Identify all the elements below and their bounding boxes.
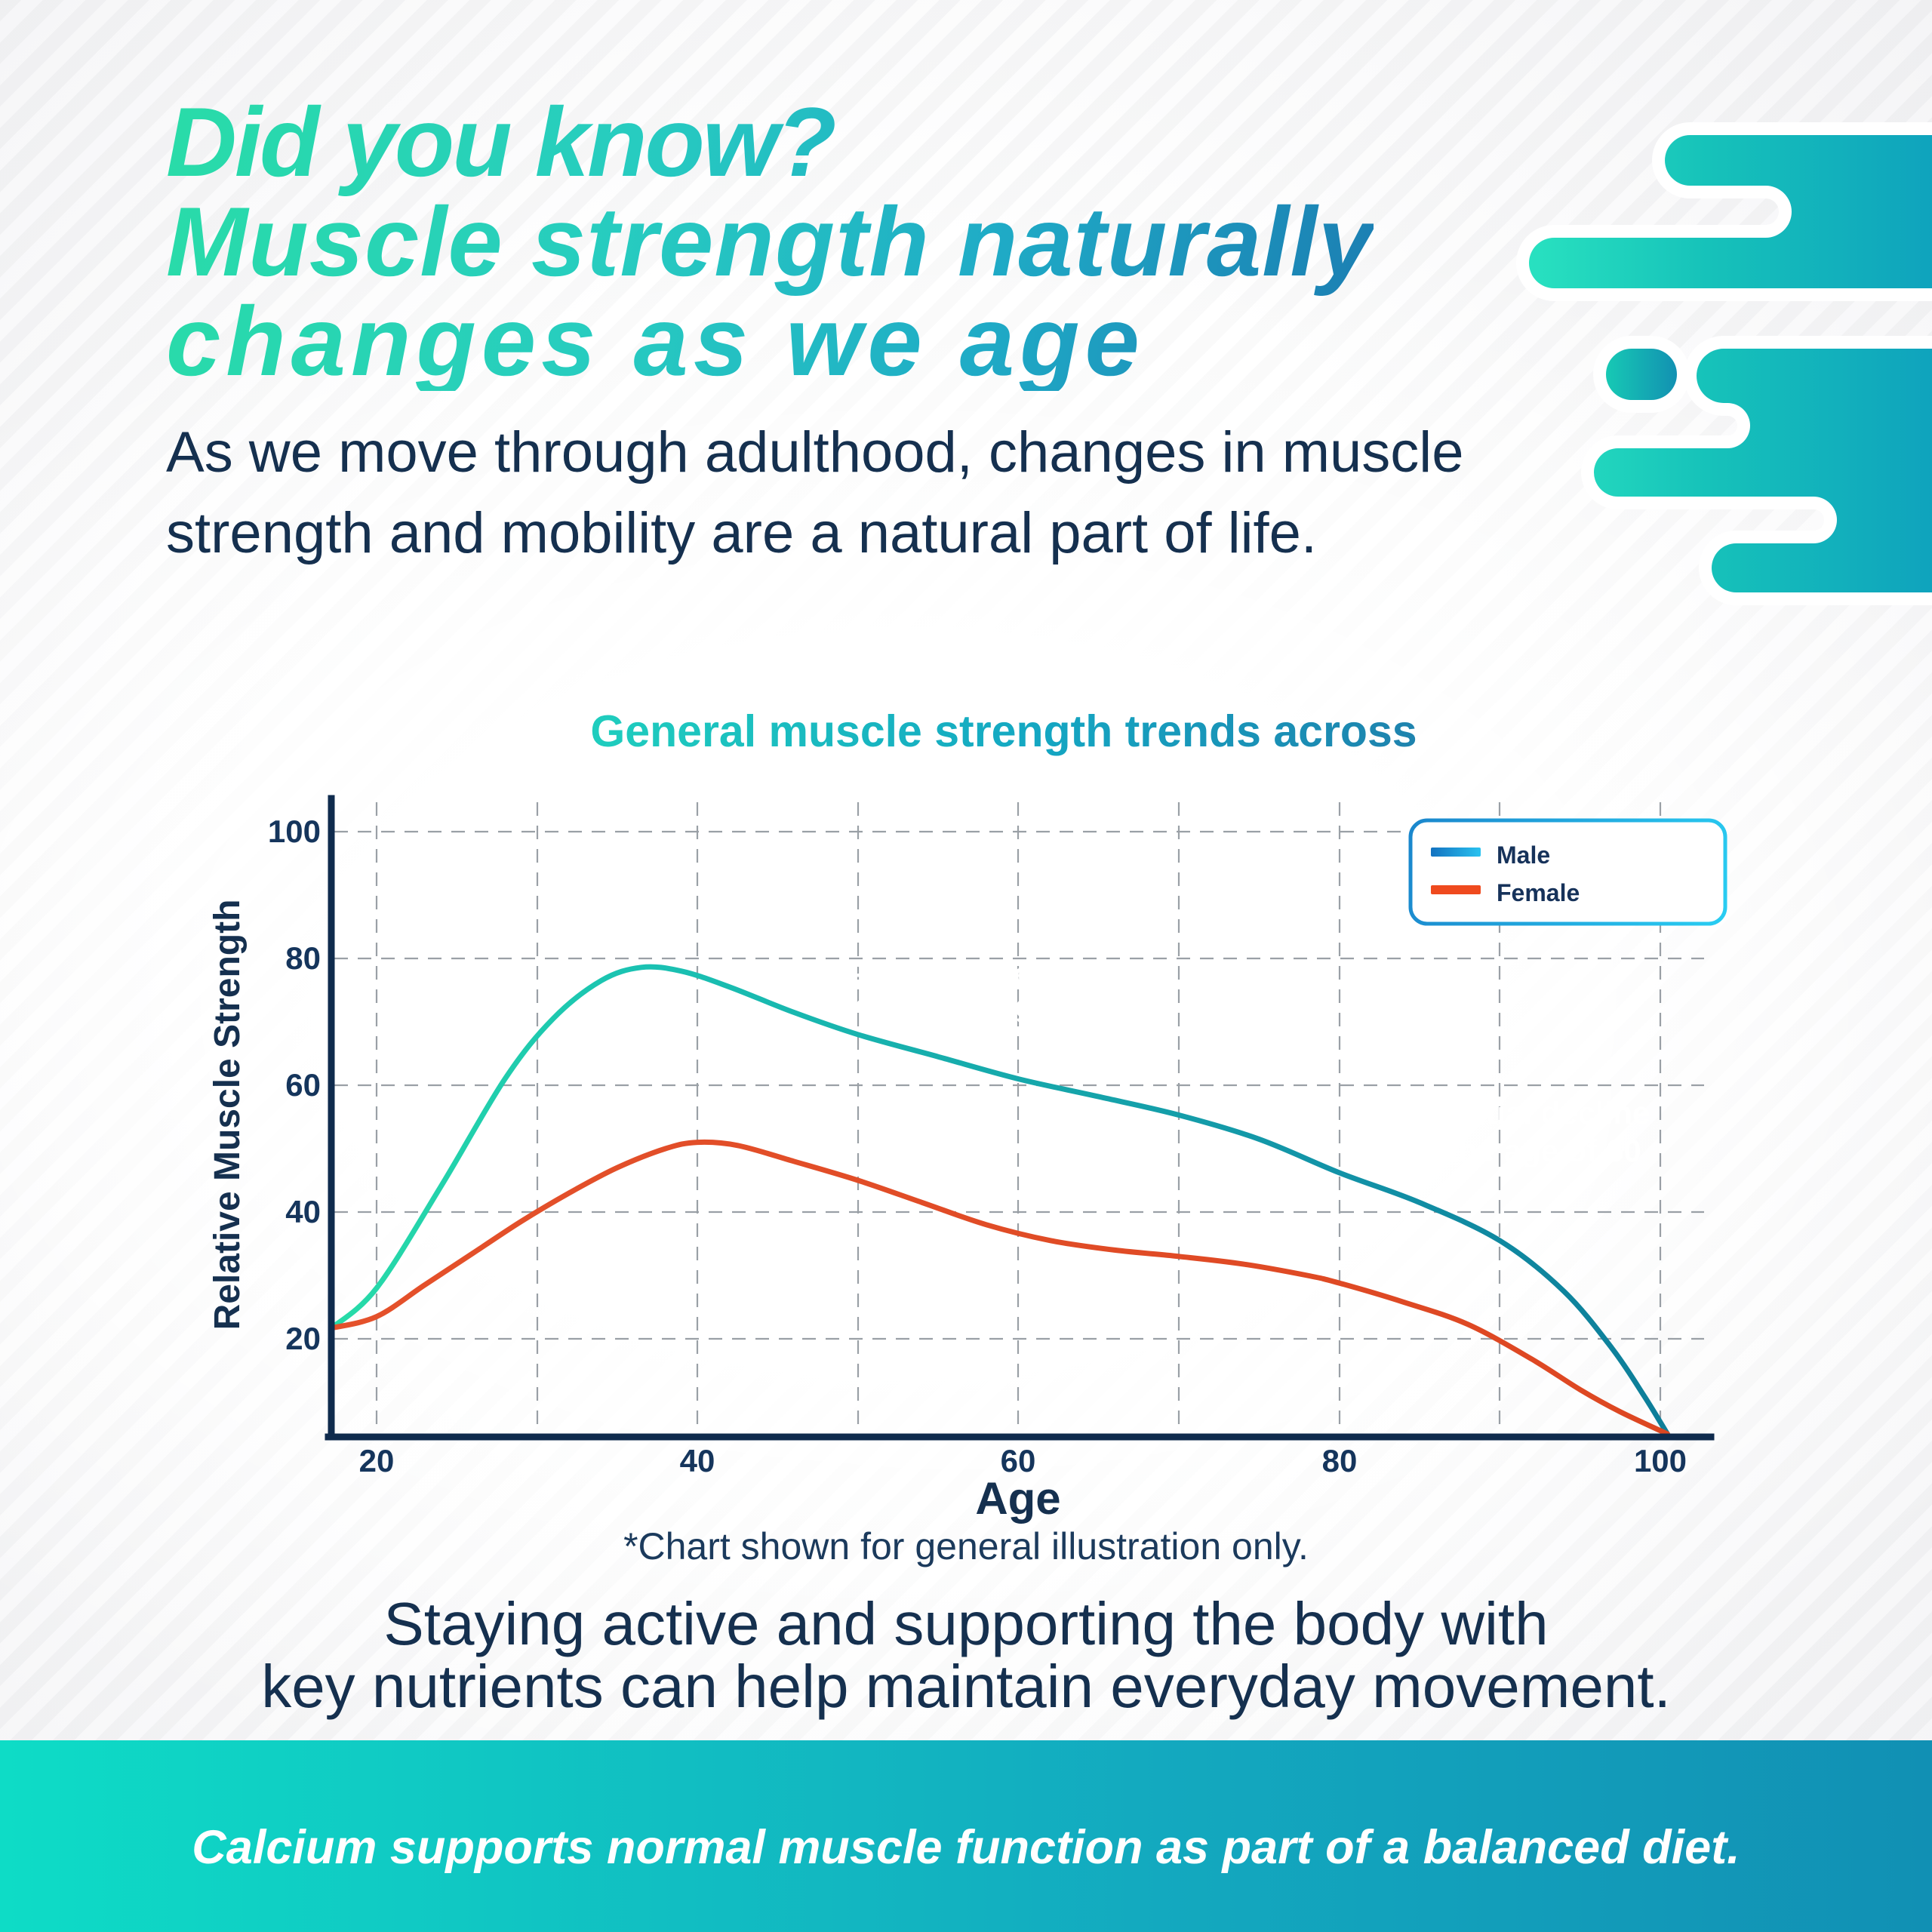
svg-text:40: 40 — [285, 1194, 321, 1229]
svg-text:20: 20 — [285, 1321, 321, 1356]
svg-text:20: 20 — [359, 1443, 395, 1478]
svg-text:General muscle strength trends: General muscle strength trends across — [590, 706, 1417, 756]
svg-text:60: 60 — [285, 1067, 321, 1103]
svg-text:60: 60 — [1001, 1443, 1036, 1478]
svg-text:after the age of 60: after the age of 60 — [1370, 1133, 1641, 1168]
svg-text:Relative Muscle Strength: Relative Muscle Strength — [208, 900, 248, 1331]
svg-text:100: 100 — [1634, 1443, 1687, 1478]
svg-text:Female: Female — [1497, 879, 1580, 906]
svg-text:Substantial decline: Substantial decline — [1361, 1095, 1651, 1131]
svg-text:Male: Male — [1497, 841, 1550, 869]
svg-text:Age: Age — [975, 1473, 1060, 1524]
svg-text:around the age of 35: around the age of 35 — [833, 990, 1128, 1023]
svg-text:80: 80 — [285, 940, 321, 976]
svg-text:40: 40 — [680, 1443, 715, 1478]
svg-text:100: 100 — [268, 814, 321, 849]
svg-text:*Chart shown for general illus: *Chart shown for general illustration on… — [623, 1525, 1309, 1567]
svg-text:Peak muscle mass: Peak muscle mass — [847, 958, 1115, 991]
svg-text:80: 80 — [1322, 1443, 1358, 1478]
